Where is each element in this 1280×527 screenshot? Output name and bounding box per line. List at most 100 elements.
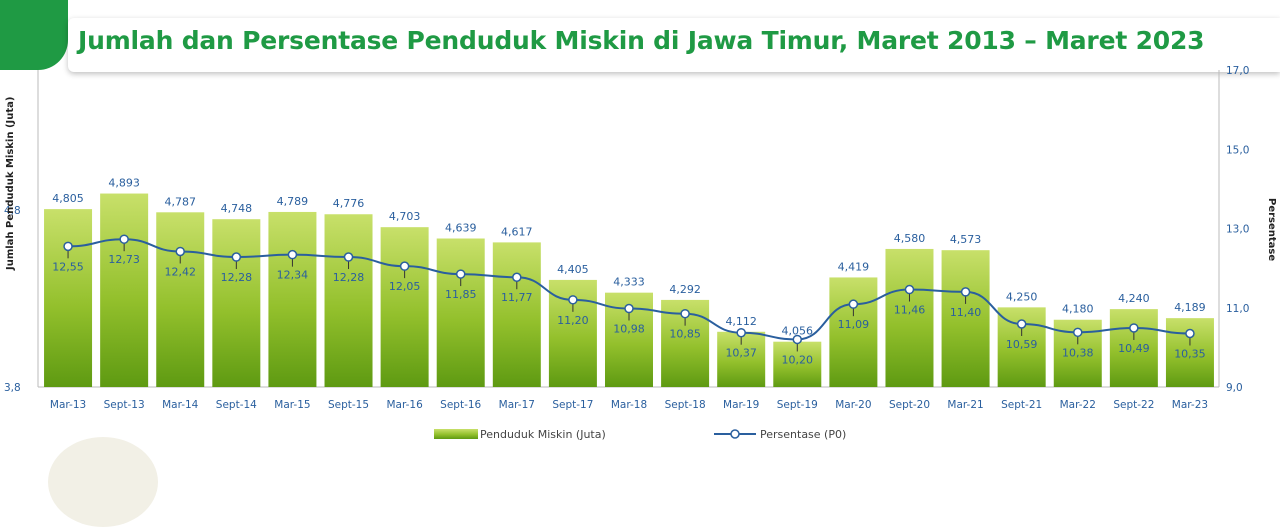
bar-value-label: 4,573 bbox=[950, 233, 982, 246]
bar-value-label: 4,333 bbox=[613, 276, 645, 289]
bar-value-label: 4,617 bbox=[501, 225, 533, 238]
legend-line-marker bbox=[730, 429, 740, 439]
y-axis-title: Jumlah Penduduk Miskin (Juta) bbox=[5, 97, 16, 271]
x-tick-label: Sept-18 bbox=[665, 399, 706, 411]
bar-value-label: 4,250 bbox=[1006, 290, 1038, 303]
x-tick-label: Sept-22 bbox=[1113, 399, 1154, 411]
x-tick-label: Sept-20 bbox=[889, 399, 930, 411]
line-point bbox=[1016, 319, 1027, 329]
line-point bbox=[399, 261, 410, 271]
bar bbox=[492, 242, 541, 387]
y2-axis-ticks: 9,0 11,0 13,0 15,0 17,0 bbox=[1226, 65, 1249, 394]
line-point bbox=[904, 284, 915, 295]
bar-value-label: 4,112 bbox=[725, 315, 757, 328]
bar-value-label: 4,805 bbox=[52, 192, 84, 205]
percentage-value-label: 10,98 bbox=[613, 323, 645, 336]
y2-tick-label: 9,0 bbox=[1226, 382, 1243, 394]
line-point bbox=[1129, 323, 1139, 333]
bar-value-label: 4,056 bbox=[782, 325, 814, 338]
bar-value-label: 4,580 bbox=[894, 232, 926, 245]
bar bbox=[100, 193, 149, 387]
percentage-value-label: 12,73 bbox=[108, 253, 140, 266]
x-tick-label: Mar-16 bbox=[386, 399, 423, 411]
percentage-value-label: 11,85 bbox=[445, 288, 477, 301]
x-axis-ticks: Mar-13 Sept-13 Mar-14 Sept-14 Mar-15 Sept-15 M… bbox=[50, 399, 1208, 411]
x-tick-label: Mar-23 bbox=[1172, 399, 1208, 411]
page-title: Jumlah dan Persentase Penduduk Miskin di… bbox=[78, 26, 1205, 55]
line-point bbox=[455, 269, 466, 279]
percentage-value-label: 12,42 bbox=[164, 265, 196, 278]
x-tick-label: Mar-20 bbox=[835, 399, 871, 411]
bar-value-label: 4,703 bbox=[389, 210, 421, 223]
bar-value-label: 4,789 bbox=[277, 195, 309, 208]
line-point bbox=[231, 252, 242, 262]
line-point bbox=[960, 287, 971, 297]
bar bbox=[1109, 309, 1158, 387]
percentage-value-label: 11,46 bbox=[894, 304, 926, 317]
bar bbox=[44, 209, 93, 387]
bar-value-label: 4,776 bbox=[333, 197, 365, 210]
percentage-value-label: 11,09 bbox=[838, 318, 870, 331]
line-point bbox=[680, 308, 690, 319]
y-tick-label: 3,8 bbox=[4, 382, 21, 394]
x-tick-label: Sept-21 bbox=[1001, 399, 1042, 411]
x-tick-label: Mar-22 bbox=[1060, 399, 1096, 411]
legend: Penduduk Miskin (Juta) Persentase (P0) bbox=[434, 428, 846, 441]
line-point bbox=[343, 252, 354, 262]
bar bbox=[268, 211, 317, 387]
x-tick-label: Sept-19 bbox=[777, 399, 818, 411]
bar bbox=[380, 227, 429, 387]
x-tick-label: Mar-15 bbox=[274, 399, 310, 411]
line-point bbox=[175, 246, 185, 257]
percentage-value-label: 10,35 bbox=[1174, 348, 1206, 361]
bar-value-label: 4,787 bbox=[164, 195, 196, 208]
y2-tick-label: 17,0 bbox=[1226, 65, 1249, 77]
line-series: 12,55 12,73 12,42 12,28 12,34 12,28 12,05 11,85… bbox=[52, 234, 1206, 366]
line-point bbox=[1185, 328, 1195, 339]
legend-line-label: Persentase (P0) bbox=[760, 428, 846, 441]
bar-value-label: 4,189 bbox=[1174, 301, 1206, 314]
x-tick-label: Sept-17 bbox=[552, 399, 593, 411]
header-accent-tab bbox=[0, 0, 68, 70]
y2-axis-title: Persentase bbox=[1266, 198, 1277, 261]
y2-tick-label: 11,0 bbox=[1226, 303, 1249, 315]
line-point bbox=[736, 327, 746, 338]
percentage-value-label: 10,59 bbox=[1006, 338, 1038, 351]
line-point bbox=[63, 241, 73, 252]
bar-value-label: 4,180 bbox=[1062, 303, 1094, 316]
x-tick-label: Sept-15 bbox=[328, 399, 369, 411]
x-tick-label: Mar-19 bbox=[723, 399, 759, 411]
bar-value-label: 4,292 bbox=[669, 283, 701, 296]
title-banner bbox=[68, 18, 1280, 72]
percentage-value-label: 10,38 bbox=[1062, 346, 1094, 359]
bar bbox=[885, 248, 934, 387]
line-point bbox=[792, 334, 803, 345]
bar bbox=[212, 219, 261, 387]
percentage-value-label: 10,20 bbox=[782, 353, 814, 366]
y2-tick-label: 13,0 bbox=[1226, 224, 1249, 236]
line-point bbox=[568, 295, 578, 305]
line-point bbox=[512, 272, 522, 282]
percentage-value-label: 12,28 bbox=[333, 271, 365, 284]
percentage-value-label: 12,34 bbox=[277, 269, 309, 282]
line-point bbox=[848, 299, 859, 309]
percentage-value-label: 10,37 bbox=[725, 347, 757, 360]
percentage-value-label: 11,40 bbox=[950, 306, 982, 319]
bar-value-label: 4,419 bbox=[838, 260, 870, 273]
bar bbox=[941, 250, 990, 387]
percentage-value-label: 11,77 bbox=[501, 291, 533, 304]
bar-value-label: 4,748 bbox=[221, 202, 253, 215]
x-tick-label: Mar-14 bbox=[162, 399, 199, 411]
poverty-chart: 4,805 4,893 4,787 4,748 4,789 4,776 4,703 4,639… bbox=[4, 65, 1277, 441]
y-tick-label: 4,8 bbox=[4, 205, 21, 217]
y-axis-ticks: 3,8 4,8 bbox=[4, 205, 21, 394]
percentage-value-label: 10,49 bbox=[1118, 342, 1150, 355]
x-tick-label: Mar-21 bbox=[947, 399, 983, 411]
y2-tick-label: 15,0 bbox=[1226, 144, 1249, 156]
legend-bar-label: Penduduk Miskin (Juta) bbox=[480, 428, 606, 441]
bar-value-label: 4,639 bbox=[445, 221, 477, 234]
x-tick-label: Mar-17 bbox=[499, 399, 535, 411]
percentage-value-label: 10,85 bbox=[669, 328, 701, 341]
line-point bbox=[119, 234, 129, 244]
x-tick-label: Sept-16 bbox=[440, 399, 481, 411]
